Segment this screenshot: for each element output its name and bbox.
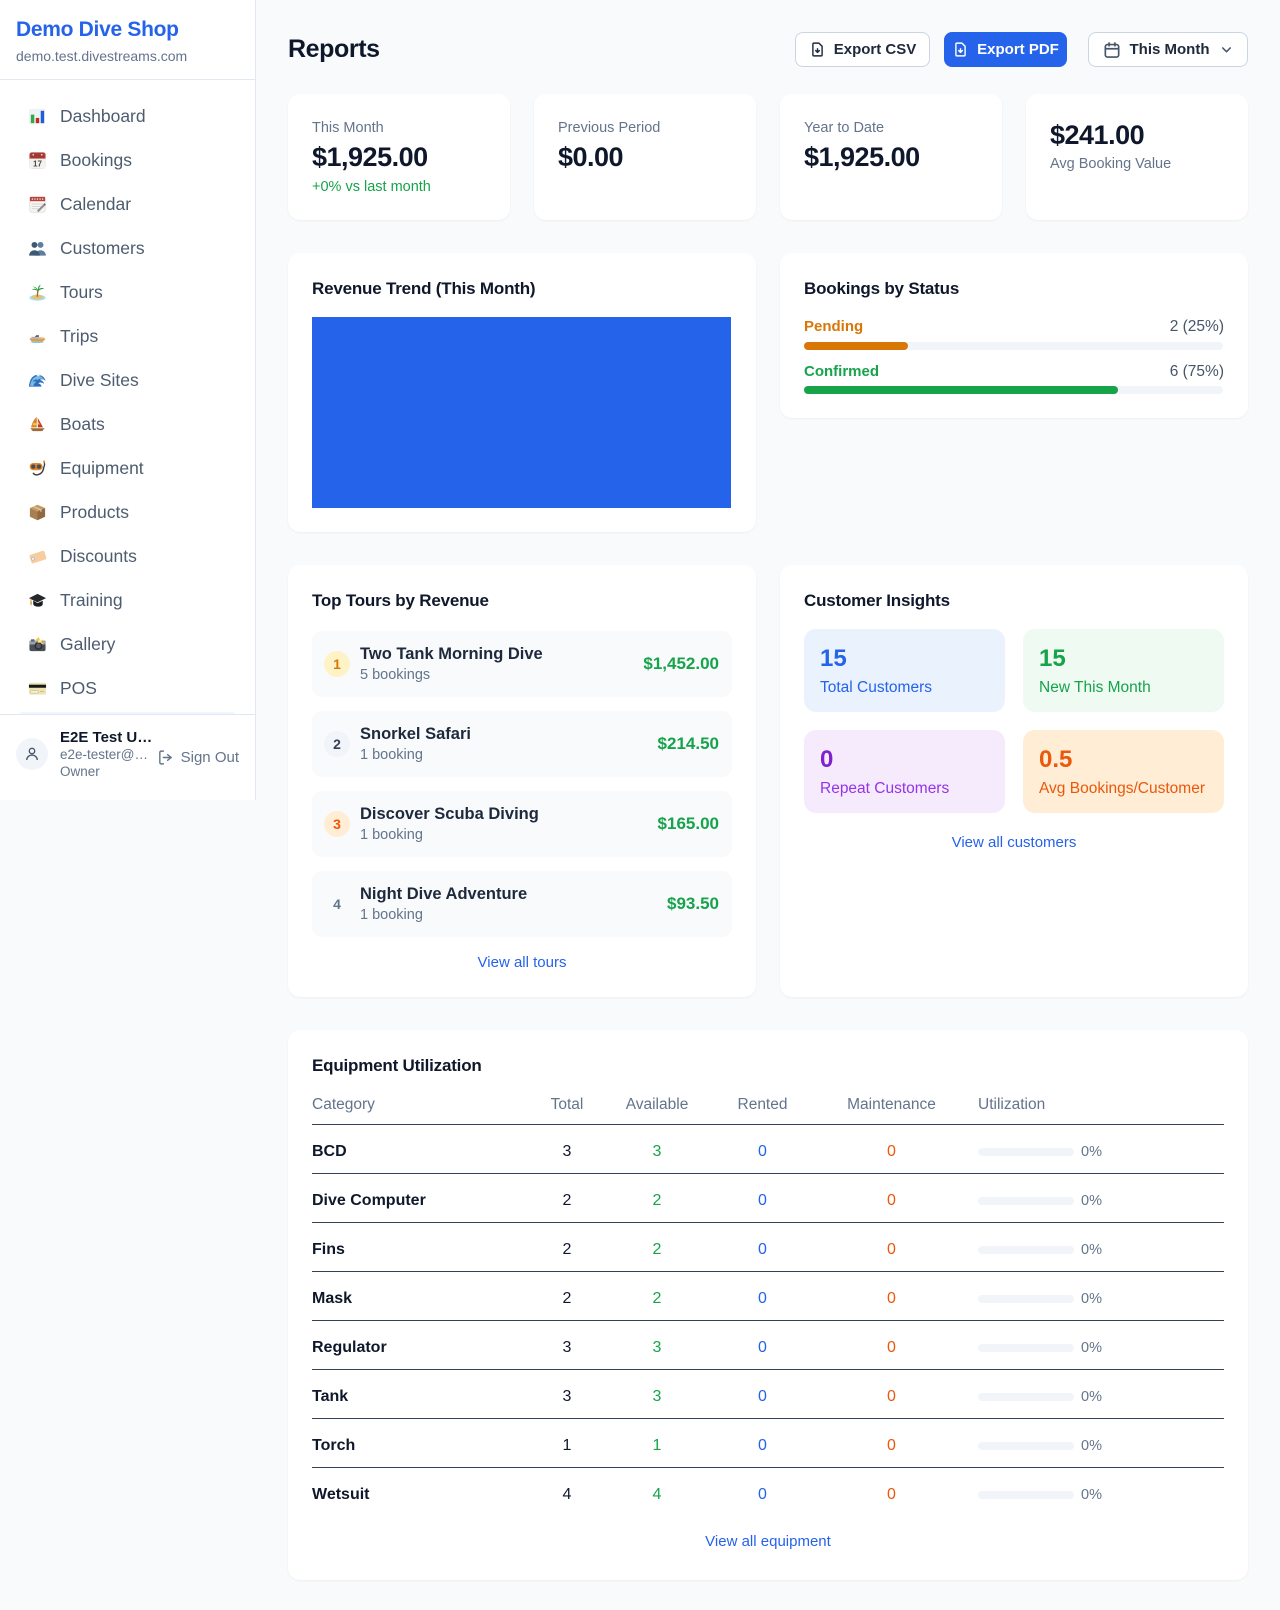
svg-text:17: 17 [33, 159, 42, 168]
